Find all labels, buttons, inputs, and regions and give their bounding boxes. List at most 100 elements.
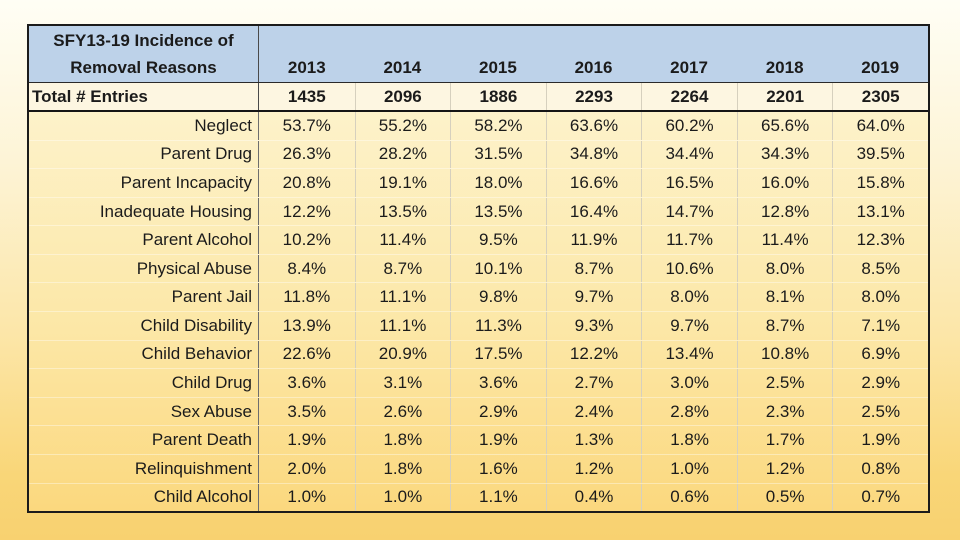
table-row: Neglect 53.7% 55.2% 58.2% 63.6% 60.2% 65.6% 64.… bbox=[29, 112, 928, 140]
value-cell: 9.8% bbox=[450, 283, 546, 312]
value-cell: 19.1% bbox=[354, 169, 451, 197]
value-cell: 18.0% bbox=[450, 169, 546, 197]
value-cell: 8.7% bbox=[545, 254, 642, 283]
value-cell: 6.9% bbox=[832, 340, 928, 369]
value-cell: 2.5% bbox=[736, 369, 833, 397]
table-row: Child Disability 13.9% 11.1% 11.3% 9.3% 9.7% 8… bbox=[29, 311, 928, 340]
value-cell: 2.9% bbox=[450, 397, 546, 426]
value-cell: 8.1% bbox=[736, 283, 833, 312]
value-cell: 1.3% bbox=[545, 426, 642, 454]
value-cell: 11.8% bbox=[283, 287, 331, 307]
value-cell: 60.2% bbox=[641, 112, 737, 140]
reason-label: Parent Incapacity bbox=[29, 169, 259, 197]
table-row: Child Behavior 22.6% 20.9% 17.5% 12.2% 13.4% 1… bbox=[29, 339, 928, 369]
value-cell: 65.6% bbox=[736, 112, 833, 140]
reason-label: Sex Abuse bbox=[29, 397, 259, 426]
value-cell: 28.2% bbox=[354, 140, 451, 169]
table-row: Sex Abuse 3.5% 2.6% 2.9% 2.4% 2.8% 2.3% 2.5% bbox=[29, 396, 928, 426]
total-value-cell: 2293 bbox=[545, 83, 642, 110]
value-cell: 1.2% bbox=[736, 454, 833, 483]
value-cell: 26.3% bbox=[282, 144, 331, 164]
value-cell: 9.5% bbox=[450, 226, 546, 254]
value-cell: 8.0% bbox=[641, 283, 737, 312]
value-cell: 3.0% bbox=[641, 369, 737, 397]
value-cell: 9.7% bbox=[641, 312, 737, 340]
value-cell: 2.0% bbox=[287, 458, 327, 478]
value-cell: 14.7% bbox=[641, 197, 737, 226]
value-cell: 64.0% bbox=[832, 112, 928, 140]
value-cell: 3.5% bbox=[287, 401, 327, 421]
value-cell: 34.8% bbox=[545, 140, 642, 169]
value-cell: 11.4% bbox=[736, 226, 833, 254]
table-row: Parent Death 1.9% 1.8% 1.9% 1.3% 1.8% 1.7% 1.9% bbox=[29, 425, 928, 454]
value-cell: 1.6% bbox=[450, 454, 546, 483]
value-cell: 2.8% bbox=[641, 397, 737, 426]
year-header: 2017 bbox=[670, 58, 708, 77]
value-cell: 11.7% bbox=[641, 226, 737, 254]
total-value-cell: 2305 bbox=[832, 83, 928, 110]
table-row: Parent Alcohol 10.2% 11.4% 9.5% 11.9% 11.7% 11… bbox=[29, 225, 928, 254]
value-cell: 31.5% bbox=[450, 140, 546, 169]
value-cell: 39.5% bbox=[832, 140, 928, 169]
value-cell: 55.2% bbox=[354, 112, 451, 140]
value-cell: 10.2% bbox=[282, 230, 331, 250]
value-cell: 2.7% bbox=[545, 369, 642, 397]
value-cell: 9.3% bbox=[545, 312, 642, 340]
table-header-row: SFY13-19 Incidence of Removal Reasons 20… bbox=[29, 26, 928, 83]
value-cell: 2.3% bbox=[736, 397, 833, 426]
value-cell: 1.9% bbox=[832, 426, 928, 454]
value-cell: 53.7% bbox=[282, 115, 331, 135]
value-cell: 11.1% bbox=[354, 312, 451, 340]
total-entries-label: Total # Entries bbox=[29, 83, 259, 110]
value-cell: 16.4% bbox=[545, 197, 642, 226]
value-cell: 8.4% bbox=[287, 258, 327, 278]
value-cell: 15.8% bbox=[832, 169, 928, 197]
value-cell: 12.2% bbox=[282, 201, 331, 221]
reason-label: Parent Jail bbox=[29, 283, 259, 312]
table-title-line2: Removal Reasons bbox=[70, 58, 217, 77]
year-header: 2018 bbox=[765, 58, 804, 77]
value-cell: 12.3% bbox=[832, 226, 928, 254]
year-header: 2015 bbox=[479, 58, 517, 77]
reason-label: Parent Drug bbox=[29, 140, 259, 169]
value-cell: 8.7% bbox=[736, 312, 833, 340]
value-cell: 13.4% bbox=[641, 340, 737, 369]
reason-label: Child Disability bbox=[29, 312, 259, 340]
table-row: Parent Jail 11.8% 11.1% 9.8% 9.7% 8.0% 8.1% 8.0… bbox=[29, 282, 928, 312]
table-title-cell: SFY13-19 Incidence of Removal Reasons bbox=[29, 26, 259, 82]
value-cell: 13.5% bbox=[450, 197, 546, 226]
value-cell: 58.2% bbox=[450, 112, 546, 140]
table-row: Relinquishment 2.0% 1.8% 1.6% 1.2% 1.0% 1.2% 0.… bbox=[29, 453, 928, 483]
reason-label: Inadequate Housing bbox=[29, 197, 259, 226]
value-cell: 16.6% bbox=[545, 169, 642, 197]
value-cell: 0.5% bbox=[736, 483, 833, 512]
value-cell: 7.1% bbox=[832, 312, 928, 340]
value-cell: 1.8% bbox=[354, 426, 451, 454]
value-cell: 11.9% bbox=[545, 226, 642, 254]
year-header: 2016 bbox=[574, 58, 613, 77]
value-cell: 1.8% bbox=[354, 454, 451, 483]
value-cell: 8.7% bbox=[354, 254, 451, 283]
value-cell: 1.2% bbox=[545, 454, 642, 483]
value-cell: 0.6% bbox=[641, 483, 737, 512]
value-cell: 34.3% bbox=[736, 140, 833, 169]
reason-label: Child Drug bbox=[29, 369, 259, 397]
table-title-line1: SFY13-19 Incidence of bbox=[53, 31, 234, 50]
value-cell: 0.8% bbox=[832, 454, 928, 483]
reason-label: Relinquishment bbox=[29, 454, 259, 483]
value-cell: 22.6% bbox=[282, 344, 331, 364]
reason-label: Parent Death bbox=[29, 426, 259, 454]
value-cell: 2.4% bbox=[545, 397, 642, 426]
value-cell: 1.0% bbox=[287, 487, 327, 507]
value-cell: 16.5% bbox=[641, 169, 737, 197]
value-cell: 10.6% bbox=[641, 254, 737, 283]
value-cell: 3.6% bbox=[450, 369, 546, 397]
value-cell: 16.0% bbox=[736, 169, 833, 197]
reason-label: Physical Abuse bbox=[29, 254, 259, 283]
reason-label: Child Behavior bbox=[29, 340, 259, 369]
value-cell: 2.5% bbox=[832, 397, 928, 426]
value-cell: 9.7% bbox=[545, 283, 642, 312]
value-cell: 11.3% bbox=[450, 312, 546, 340]
value-cell: 1.7% bbox=[736, 426, 833, 454]
